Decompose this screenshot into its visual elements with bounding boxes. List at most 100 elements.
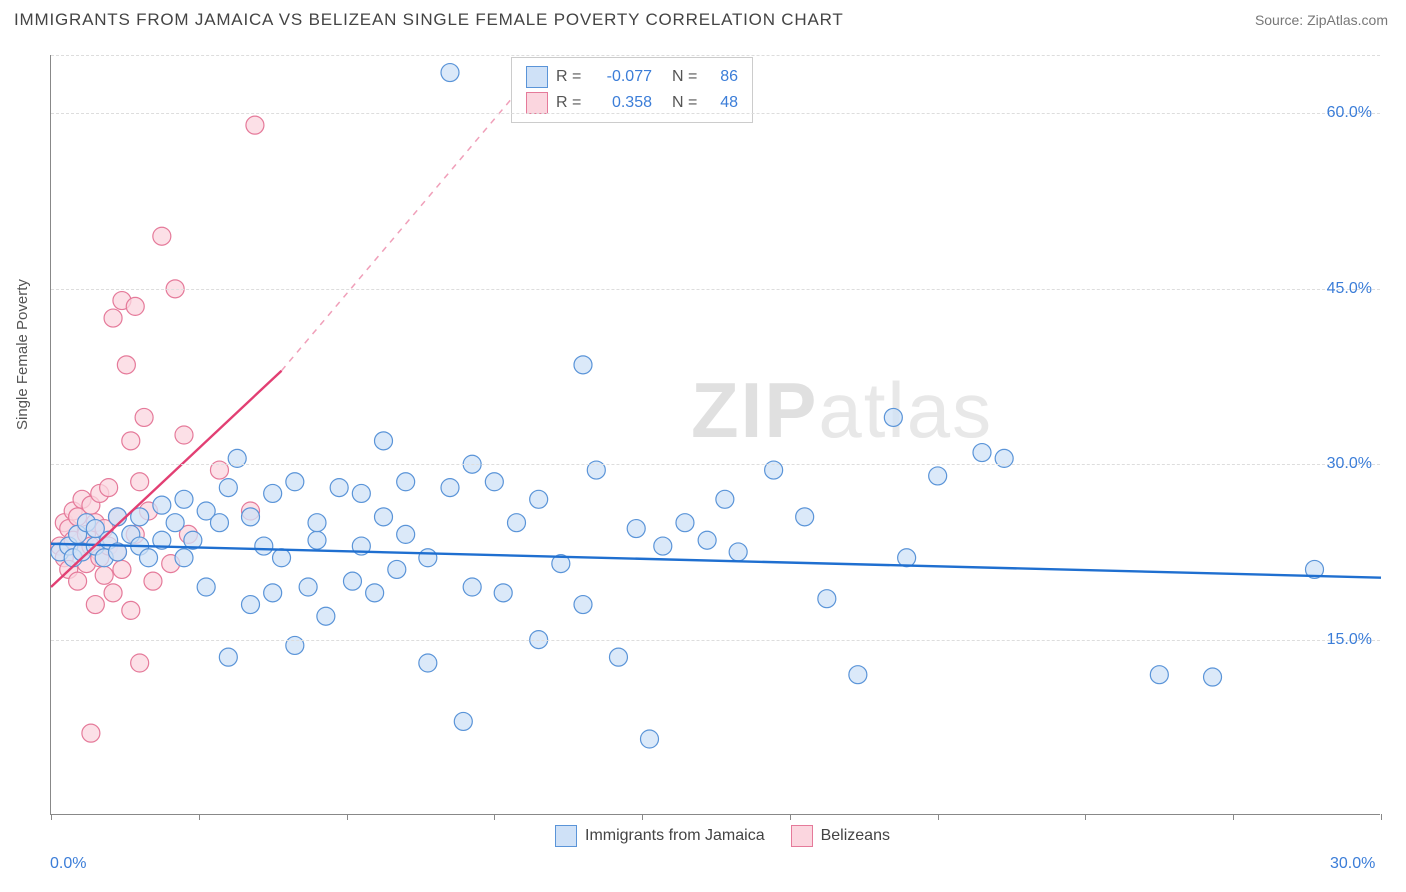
- scatter-point-belize: [104, 584, 122, 602]
- scatter-point-jamaica: [317, 607, 335, 625]
- scatter-point-jamaica: [898, 549, 916, 567]
- scatter-point-belize: [113, 560, 131, 578]
- x-tick: [938, 814, 939, 820]
- x-tick-label: 0.0%: [50, 855, 86, 873]
- y-tick-label: 60.0%: [1327, 104, 1372, 122]
- legend-label: Belizeans: [821, 827, 890, 845]
- scatter-point-belize: [153, 227, 171, 245]
- scatter-point-jamaica: [698, 531, 716, 549]
- scatter-point-jamaica: [419, 549, 437, 567]
- scatter-point-jamaica: [242, 596, 260, 614]
- scatter-point-belize: [131, 654, 149, 672]
- chart-title: IMMIGRANTS FROM JAMAICA VS BELIZEAN SING…: [14, 10, 844, 30]
- scatter-point-jamaica: [849, 666, 867, 684]
- y-tick-label: 15.0%: [1327, 631, 1372, 649]
- scatter-point-belize: [131, 473, 149, 491]
- legend-series: Immigrants from Jamaica Belizeans: [555, 825, 890, 847]
- x-tick: [790, 814, 791, 820]
- scatter-point-jamaica: [166, 514, 184, 532]
- scatter-point-jamaica: [884, 408, 902, 426]
- stat-n-label: N =: [672, 64, 700, 90]
- scatter-point-belize: [246, 116, 264, 134]
- scatter-point-belize: [104, 309, 122, 327]
- scatter-point-jamaica: [210, 514, 228, 532]
- scatter-point-jamaica: [308, 514, 326, 532]
- plot-svg: [51, 55, 1380, 814]
- scatter-point-jamaica: [716, 490, 734, 508]
- scatter-point-jamaica: [352, 484, 370, 502]
- x-tick: [1381, 814, 1382, 820]
- scatter-point-jamaica: [264, 584, 282, 602]
- legend-item: Belizeans: [791, 825, 890, 847]
- scatter-point-jamaica: [299, 578, 317, 596]
- stat-r-label: R =: [556, 64, 584, 90]
- gridline: [51, 289, 1380, 290]
- scatter-point-jamaica: [494, 584, 512, 602]
- scatter-point-jamaica: [242, 508, 260, 526]
- scatter-point-jamaica: [676, 514, 694, 532]
- x-tick: [347, 814, 348, 820]
- scatter-chart: ZIPatlas R =-0.077N =86R =0.358N =48 15.…: [50, 55, 1380, 815]
- scatter-point-jamaica: [454, 712, 472, 730]
- y-axis-label: Single Female Poverty: [14, 279, 31, 430]
- x-tick: [642, 814, 643, 820]
- legend-swatch: [555, 825, 577, 847]
- gridline: [51, 113, 1380, 114]
- source-attribution: Source: ZipAtlas.com: [1255, 12, 1388, 28]
- scatter-point-jamaica: [397, 473, 415, 491]
- stat-r-value: -0.077: [592, 64, 652, 90]
- scatter-point-jamaica: [574, 356, 592, 374]
- scatter-point-jamaica: [530, 490, 548, 508]
- x-tick: [199, 814, 200, 820]
- scatter-point-jamaica: [485, 473, 503, 491]
- scatter-point-jamaica: [929, 467, 947, 485]
- scatter-point-belize: [144, 572, 162, 590]
- x-tick: [1233, 814, 1234, 820]
- scatter-point-jamaica: [574, 596, 592, 614]
- scatter-point-jamaica: [197, 578, 215, 596]
- y-tick-label: 30.0%: [1327, 455, 1372, 473]
- scatter-point-jamaica: [463, 578, 481, 596]
- scatter-point-jamaica: [1204, 668, 1222, 686]
- gridline: [51, 55, 1380, 56]
- stat-r-label: R =: [556, 90, 584, 116]
- legend-swatch: [791, 825, 813, 847]
- gridline: [51, 640, 1380, 641]
- scatter-point-jamaica: [264, 484, 282, 502]
- scatter-point-belize: [86, 596, 104, 614]
- scatter-point-belize: [135, 408, 153, 426]
- scatter-point-jamaica: [375, 432, 393, 450]
- scatter-point-jamaica: [366, 584, 384, 602]
- trendline-belize: [51, 371, 282, 587]
- scatter-point-jamaica: [175, 549, 193, 567]
- gridline: [51, 464, 1380, 465]
- scatter-point-jamaica: [397, 525, 415, 543]
- scatter-point-jamaica: [140, 549, 158, 567]
- legend-item: Immigrants from Jamaica: [555, 825, 765, 847]
- scatter-point-jamaica: [441, 64, 459, 82]
- scatter-point-jamaica: [153, 496, 171, 514]
- trendline-jamaica: [51, 544, 1381, 578]
- scatter-point-jamaica: [508, 514, 526, 532]
- scatter-point-jamaica: [609, 648, 627, 666]
- scatter-point-jamaica: [175, 490, 193, 508]
- scatter-point-belize: [100, 479, 118, 497]
- legend-stat-row: R =0.358N =48: [526, 90, 738, 116]
- trendline-ext-belize: [282, 67, 539, 371]
- x-tick: [51, 814, 52, 820]
- y-tick-label: 45.0%: [1327, 280, 1372, 298]
- scatter-point-jamaica: [308, 531, 326, 549]
- legend-label: Immigrants from Jamaica: [585, 827, 765, 845]
- scatter-point-jamaica: [273, 549, 291, 567]
- scatter-point-belize: [126, 297, 144, 315]
- stat-n-value: 48: [708, 90, 738, 116]
- scatter-point-belize: [122, 601, 140, 619]
- scatter-point-belize: [69, 572, 87, 590]
- x-tick-label: 30.0%: [1330, 855, 1375, 873]
- scatter-point-jamaica: [627, 520, 645, 538]
- stat-n-value: 86: [708, 64, 738, 90]
- scatter-point-jamaica: [796, 508, 814, 526]
- legend-swatch: [526, 66, 548, 88]
- scatter-point-jamaica: [343, 572, 361, 590]
- stat-r-value: 0.358: [592, 90, 652, 116]
